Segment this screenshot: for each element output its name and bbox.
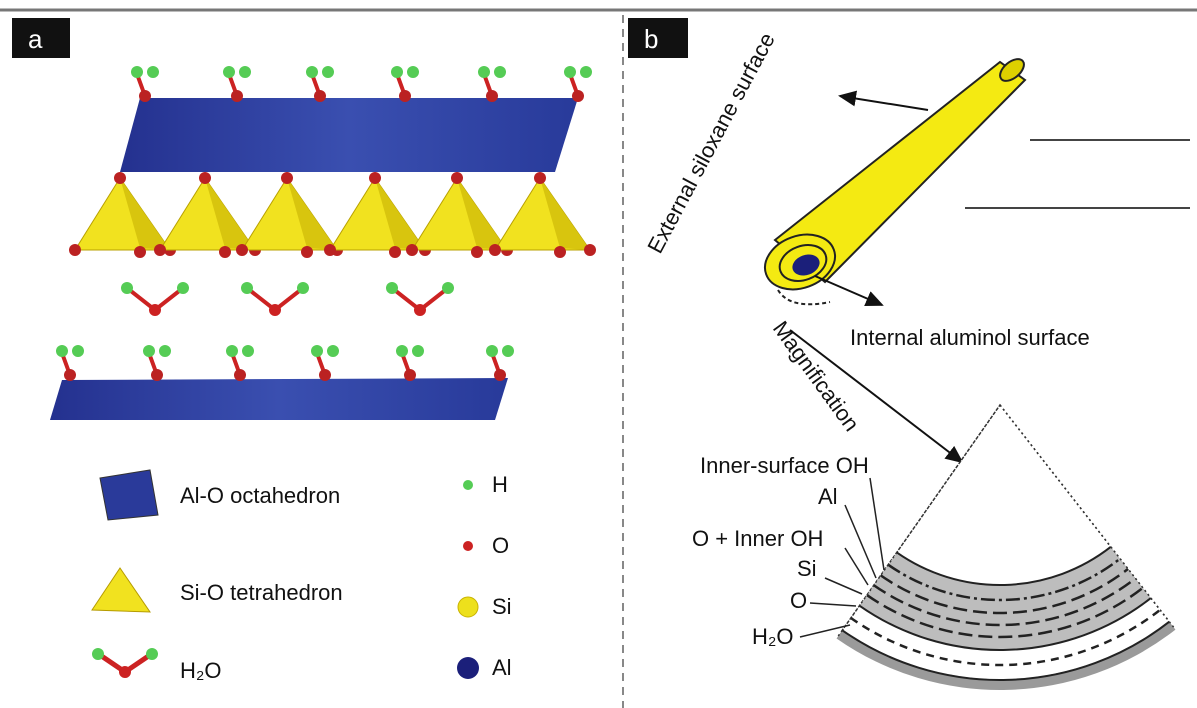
oxygen [319, 369, 331, 381]
oxygen [269, 304, 281, 316]
hydrogen [242, 345, 254, 357]
hydrogen [226, 345, 238, 357]
hydrogen [580, 66, 592, 78]
hydrogen [159, 345, 171, 357]
panel-label: a [28, 24, 43, 54]
oxygen [199, 172, 211, 184]
hydrogen [502, 345, 514, 357]
tetrahedron-icon [92, 568, 150, 612]
external-label: External siloxane surface [642, 29, 779, 258]
oxygen [534, 172, 546, 184]
hydrogen [239, 66, 251, 78]
oxygen [471, 246, 483, 258]
oxygen [584, 244, 596, 256]
oxygen [486, 90, 498, 102]
atom-label: Si [492, 594, 512, 619]
hydrogen [412, 345, 424, 357]
hydrogen [564, 66, 576, 78]
hydrogen [177, 282, 189, 294]
oxygen [236, 244, 248, 256]
atom-label: O [492, 533, 509, 558]
hydrogen [143, 345, 155, 357]
octahedron-icon [100, 470, 158, 520]
oxygen [139, 90, 151, 102]
octahedral-sheet [120, 98, 578, 172]
hydrogen [396, 345, 408, 357]
oxygen [114, 172, 126, 184]
water-layer [121, 282, 454, 316]
layer-label: H₂O [752, 624, 794, 649]
oxygen [451, 172, 463, 184]
oxygen [149, 304, 161, 316]
oxygen [389, 246, 401, 258]
hydrogen [72, 345, 84, 357]
oxygen [572, 90, 584, 102]
oxygen [281, 172, 293, 184]
figure: a Al-O octahedron Si-O tetrahedron H₂O H… [0, 0, 1197, 708]
hydrogen [386, 282, 398, 294]
layer-label: Inner-surface OH [700, 453, 869, 478]
oxygen [414, 304, 426, 316]
oxygen [231, 90, 243, 102]
hydrogen [407, 66, 419, 78]
oxygen [489, 244, 501, 256]
hydrogen [322, 66, 334, 78]
oxygen [404, 369, 416, 381]
tetrahedral-sheet [69, 172, 596, 258]
atom-label: H [492, 472, 508, 497]
oxygen [219, 246, 231, 258]
hydrogen [223, 66, 235, 78]
oxygen [406, 244, 418, 256]
atom-icon [458, 597, 478, 617]
oxygen [234, 369, 246, 381]
legend-label: Si-O tetrahedron [180, 580, 343, 605]
legend-label: H₂O [180, 658, 222, 683]
hydrogen [131, 66, 143, 78]
atom-icon [457, 657, 479, 679]
oxygen [69, 244, 81, 256]
layer-label: O [790, 588, 807, 613]
oxygen [494, 369, 506, 381]
magnified-wall [837, 405, 1176, 690]
oxygen [369, 172, 381, 184]
atom-icon [463, 541, 473, 551]
layer-label: Si [797, 556, 817, 581]
internal-label: Internal aluminol surface [850, 325, 1090, 350]
octahedral-sheet [50, 378, 508, 420]
hydrogen [56, 345, 68, 357]
oxygen [314, 90, 326, 102]
hydrogen [327, 345, 339, 357]
oxygen [324, 244, 336, 256]
hydrogen [486, 345, 498, 357]
oxygen [554, 246, 566, 258]
hydrogen [147, 66, 159, 78]
atom-label: Al [492, 655, 512, 680]
hydrogen [311, 345, 323, 357]
hydrogen [306, 66, 318, 78]
hydrogen [494, 66, 506, 78]
layer-label: Al [818, 484, 838, 509]
hydrogen [442, 282, 454, 294]
hydrogen [241, 282, 253, 294]
hydrogen [391, 66, 403, 78]
oxygen [64, 369, 76, 381]
hydrogen [297, 282, 309, 294]
oxygen [301, 246, 313, 258]
atom-icon [463, 480, 473, 490]
oxygen [134, 246, 146, 258]
hydrogen [478, 66, 490, 78]
layer-label: O + Inner OH [692, 526, 823, 551]
oxygen [154, 244, 166, 256]
hydrogen [121, 282, 133, 294]
panel-label: b [644, 24, 658, 54]
oxygen [399, 90, 411, 102]
oxygen [151, 369, 163, 381]
legend-label: Al-O octahedron [180, 483, 340, 508]
